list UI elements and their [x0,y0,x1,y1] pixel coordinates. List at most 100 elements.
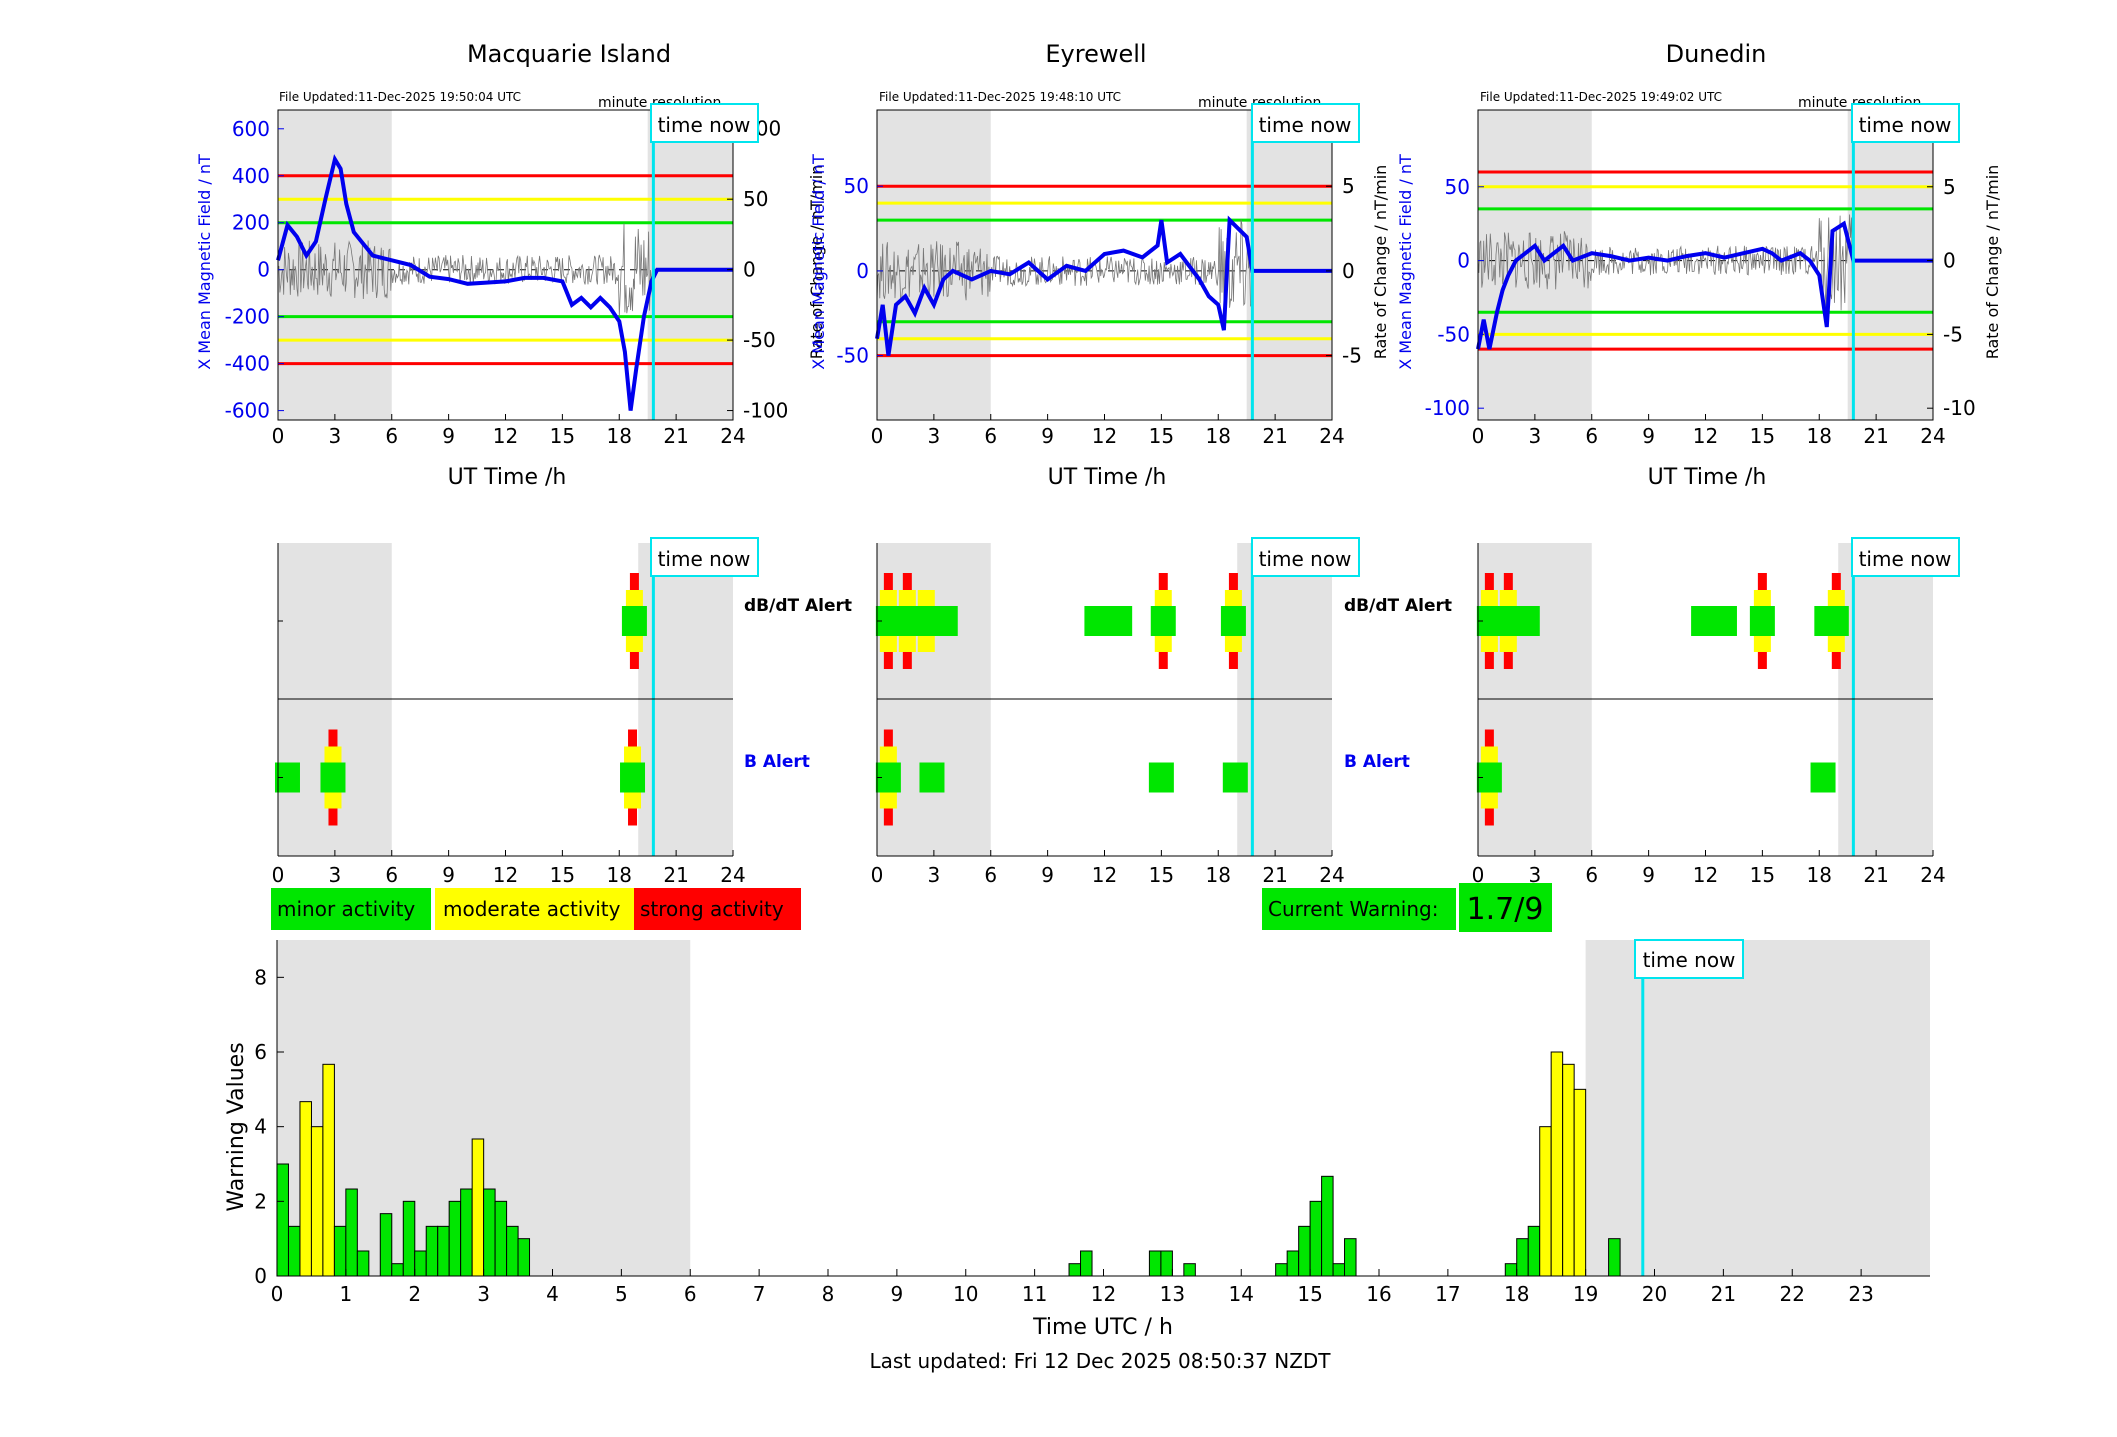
warning-bar [448,1200,462,1277]
x-tick-label: 9 [1642,424,1655,448]
minor-alert-mark [919,762,945,793]
x-tick-label: 19 [1573,1282,1598,1306]
warning-bar [333,1225,347,1277]
x-tick-label: 8 [822,1282,835,1306]
time-now-label: time now [1259,547,1352,571]
x-tick-label: 21 [1711,1282,1736,1306]
x-tick-label: 12 [1693,863,1718,887]
minor-alert-mark [1514,606,1540,636]
x-tick-label: 18 [1807,424,1832,448]
warning-bar [1298,1225,1311,1277]
field-plot: 0 3 6 9 12 15 18 21 24 -600 -400 -200 0 200 400 600 -100… [225,109,788,448]
warning-bar [1344,1238,1357,1277]
left-y-tick-label: -400 [225,352,270,376]
y-tick-label: 2 [254,1189,267,1213]
right-y-tick-label: -5 [1943,322,1963,346]
warning-bar [414,1250,427,1277]
x-tick-label: 9 [442,424,455,448]
time-now-box: time now [1251,103,1360,143]
right-y-tick-label: 5 [1342,174,1355,198]
b-alert-label: B Alert [744,752,810,772]
station-panel-eyrewell: Eyrewell File Updated:11-Dec-2025 19:48:… [809,40,1452,887]
time-now-box: time now [1634,939,1744,979]
alert-plot: 0 3 6 9 12 15 18 21 24 [1472,543,1946,887]
minor-alert-mark [1823,606,1849,636]
time-now-label: time now [658,547,751,571]
current-warning: Current Warning: 1.7/9 [1262,883,1552,932]
b-alert-label: B Alert [1344,752,1410,772]
x-tick-label: 0 [272,424,285,448]
x-tick-label: 3 [329,863,342,887]
x-tick-label: 18 [1206,424,1231,448]
warning-bar [276,1163,289,1277]
x-tick-label: 15 [1297,1282,1322,1306]
left-y-tick-label: 50 [844,174,869,198]
warning-bar [356,1250,370,1277]
warning-bar [345,1188,358,1277]
minor-label: minor activity [277,897,415,921]
warning-bar [1321,1175,1334,1277]
warning-bar [310,1126,324,1277]
right-y-tick-label: -50 [743,328,776,352]
time-now-box: time now [1251,537,1360,577]
x-tick-label: 7 [753,1282,766,1306]
left-y-axis-label: X Mean Magnetic Field / nT [195,154,214,370]
right-y-tick-label: -10 [1943,396,1976,420]
warning-bar [1160,1250,1173,1277]
time-now-label: time now [1643,948,1736,972]
x-tick-label: 15 [1149,863,1174,887]
warning-bar [1332,1263,1346,1277]
station-title: Dunedin [1666,40,1767,68]
x-tick-label: 12 [1092,424,1117,448]
x-tick-label: 18 [1206,863,1231,887]
x-tick-label: 16 [1366,1282,1391,1306]
warning-bar [506,1225,519,1277]
x-tick-label: 24 [1319,424,1344,448]
left-y-axis-label: X Mean Magnetic Field / nT [1396,154,1415,370]
right-y-tick-label: 50 [743,187,768,211]
x-tick-label: 0 [1472,424,1485,448]
last-updated-label: Last updated: Fri 12 Dec 2025 08:50:37 N… [869,1349,1331,1373]
minor-alert-mark [1084,606,1110,636]
x-tick-label: 2 [408,1282,421,1306]
right-y-tick-label: 0 [1943,249,1956,273]
x-tick-label: 18 [607,863,632,887]
file-updated-label: File Updated:11-Dec-2025 19:48:10 UTC [879,90,1121,104]
left-y-axis-label: X Mean Magnetic Field / nT [809,154,828,370]
strong-swatch [634,888,801,930]
file-updated-label: File Updated:11-Dec-2025 19:49:02 UTC [1480,90,1722,104]
minor-alert-mark [621,606,647,636]
warning-bar [494,1200,508,1277]
right-y-tick-label: 5 [1943,175,1956,199]
rate-of-change-trace [277,223,653,316]
x-tick-label: 9 [1642,863,1655,887]
x-tick-label: 12 [1092,863,1117,887]
x-tick-label: 24 [1920,424,1945,448]
x-tick-label: 3 [1529,863,1542,887]
x-field-trace [875,215,1332,356]
x-tick-label: 15 [1750,424,1775,448]
x-tick-label: 24 [1920,863,1945,887]
time-now-box: time now [1851,103,1960,143]
left-y-tick-label: -200 [225,305,270,329]
warning-bar [402,1200,416,1277]
warning-bar [460,1188,473,1277]
left-y-tick-label: 600 [232,117,270,141]
x-tick-label: 9 [1041,424,1054,448]
x-tick-label: 6 [1585,424,1598,448]
x-tick-label: 18 [1504,1282,1529,1306]
warning-bar [1550,1051,1564,1277]
x-tick-label: 6 [385,863,398,887]
warning-bar [1275,1263,1288,1277]
x-axis-label: UT Time /h [1648,465,1767,490]
x-tick-label: 6 [684,1282,697,1306]
warning-bar [471,1138,485,1277]
warning-bar [1527,1225,1541,1277]
night-shade [1847,110,1933,420]
night-shade [647,110,733,420]
left-y-tick-label: 0 [257,258,270,282]
time-now-box: time now [650,103,759,143]
minor-alert-mark [620,762,646,793]
